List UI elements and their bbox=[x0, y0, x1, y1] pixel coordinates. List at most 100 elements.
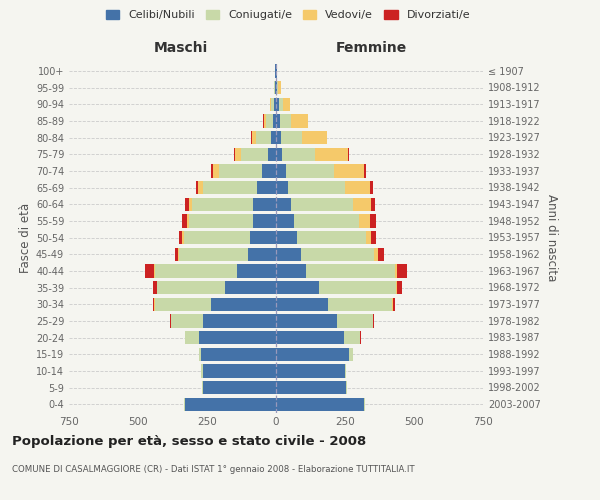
Bar bbox=[271, 131, 276, 144]
Bar bbox=[319, 281, 396, 294]
Bar bbox=[276, 81, 277, 94]
Bar bbox=[253, 214, 276, 228]
Bar bbox=[178, 248, 179, 261]
Bar bbox=[276, 214, 294, 228]
Bar bbox=[271, 98, 274, 111]
Bar bbox=[371, 231, 376, 244]
Bar bbox=[276, 331, 344, 344]
Bar bbox=[241, 148, 268, 161]
Bar bbox=[276, 314, 337, 328]
Bar bbox=[276, 148, 282, 161]
Bar bbox=[344, 331, 360, 344]
Bar bbox=[235, 148, 241, 161]
Bar bbox=[278, 81, 281, 94]
Bar bbox=[154, 281, 157, 294]
Bar bbox=[345, 364, 346, 378]
Bar bbox=[286, 164, 334, 177]
Bar bbox=[187, 214, 189, 228]
Bar bbox=[283, 98, 290, 111]
Bar bbox=[326, 131, 328, 144]
Bar bbox=[188, 198, 192, 211]
Bar bbox=[185, 331, 199, 344]
Bar bbox=[170, 314, 171, 328]
Bar bbox=[185, 198, 188, 211]
Bar bbox=[203, 314, 276, 328]
Bar bbox=[349, 348, 353, 361]
Bar bbox=[202, 381, 203, 394]
Bar bbox=[211, 298, 276, 311]
Bar bbox=[276, 248, 301, 261]
Bar bbox=[353, 198, 371, 211]
Bar bbox=[276, 198, 291, 211]
Bar bbox=[370, 214, 376, 228]
Bar bbox=[157, 281, 225, 294]
Bar bbox=[211, 164, 212, 177]
Bar bbox=[276, 348, 349, 361]
Bar bbox=[252, 131, 256, 144]
Bar bbox=[328, 298, 392, 311]
Bar bbox=[373, 314, 374, 328]
Bar bbox=[276, 231, 296, 244]
Bar bbox=[276, 281, 319, 294]
Bar bbox=[198, 181, 203, 194]
Y-axis label: Anni di nascita: Anni di nascita bbox=[545, 194, 558, 281]
Bar bbox=[182, 231, 184, 244]
Bar bbox=[262, 164, 276, 177]
Bar bbox=[155, 264, 238, 278]
Bar bbox=[250, 231, 276, 244]
Bar bbox=[289, 181, 345, 194]
Bar bbox=[220, 164, 262, 177]
Bar bbox=[192, 198, 253, 211]
Bar bbox=[276, 98, 279, 111]
Bar bbox=[274, 81, 275, 94]
Bar bbox=[296, 231, 366, 244]
Bar bbox=[279, 98, 283, 111]
Bar bbox=[315, 148, 349, 161]
Bar bbox=[374, 248, 378, 261]
Bar bbox=[202, 348, 276, 361]
Bar bbox=[280, 114, 291, 128]
Bar bbox=[266, 114, 272, 128]
Y-axis label: Fasce di età: Fasce di età bbox=[19, 202, 32, 272]
Legend: Celibi/Nubili, Coniugati/e, Vedovi/e, Divorziati/e: Celibi/Nubili, Coniugati/e, Vedovi/e, Di… bbox=[101, 6, 475, 25]
Bar bbox=[171, 314, 203, 328]
Bar bbox=[282, 148, 315, 161]
Bar bbox=[256, 131, 271, 144]
Bar bbox=[225, 281, 276, 294]
Bar bbox=[268, 148, 276, 161]
Bar bbox=[302, 131, 326, 144]
Bar bbox=[212, 164, 220, 177]
Text: Maschi: Maschi bbox=[154, 42, 208, 56]
Bar bbox=[203, 181, 257, 194]
Bar bbox=[276, 131, 281, 144]
Bar bbox=[276, 298, 328, 311]
Bar bbox=[155, 298, 211, 311]
Text: COMUNE DI CASALMAGGIORE (CR) - Dati ISTAT 1° gennaio 2008 - Elaborazione TUTTITA: COMUNE DI CASALMAGGIORE (CR) - Dati ISTA… bbox=[12, 465, 415, 474]
Bar bbox=[395, 264, 397, 278]
Bar bbox=[253, 198, 276, 211]
Bar bbox=[371, 198, 376, 211]
Bar bbox=[346, 381, 347, 394]
Bar bbox=[281, 131, 302, 144]
Bar bbox=[203, 364, 276, 378]
Bar bbox=[238, 264, 276, 278]
Bar bbox=[189, 214, 253, 228]
Bar bbox=[276, 381, 346, 394]
Bar bbox=[263, 114, 266, 128]
Bar bbox=[378, 248, 383, 261]
Bar bbox=[276, 364, 345, 378]
Bar bbox=[397, 264, 407, 278]
Bar bbox=[277, 81, 278, 94]
Bar bbox=[184, 231, 250, 244]
Bar bbox=[294, 214, 359, 228]
Bar bbox=[179, 248, 248, 261]
Bar bbox=[370, 181, 373, 194]
Bar bbox=[276, 181, 289, 194]
Bar bbox=[179, 231, 182, 244]
Bar bbox=[276, 264, 307, 278]
Bar bbox=[154, 264, 155, 278]
Bar bbox=[307, 264, 395, 278]
Bar bbox=[145, 264, 154, 278]
Bar bbox=[199, 348, 202, 361]
Bar bbox=[257, 181, 276, 194]
